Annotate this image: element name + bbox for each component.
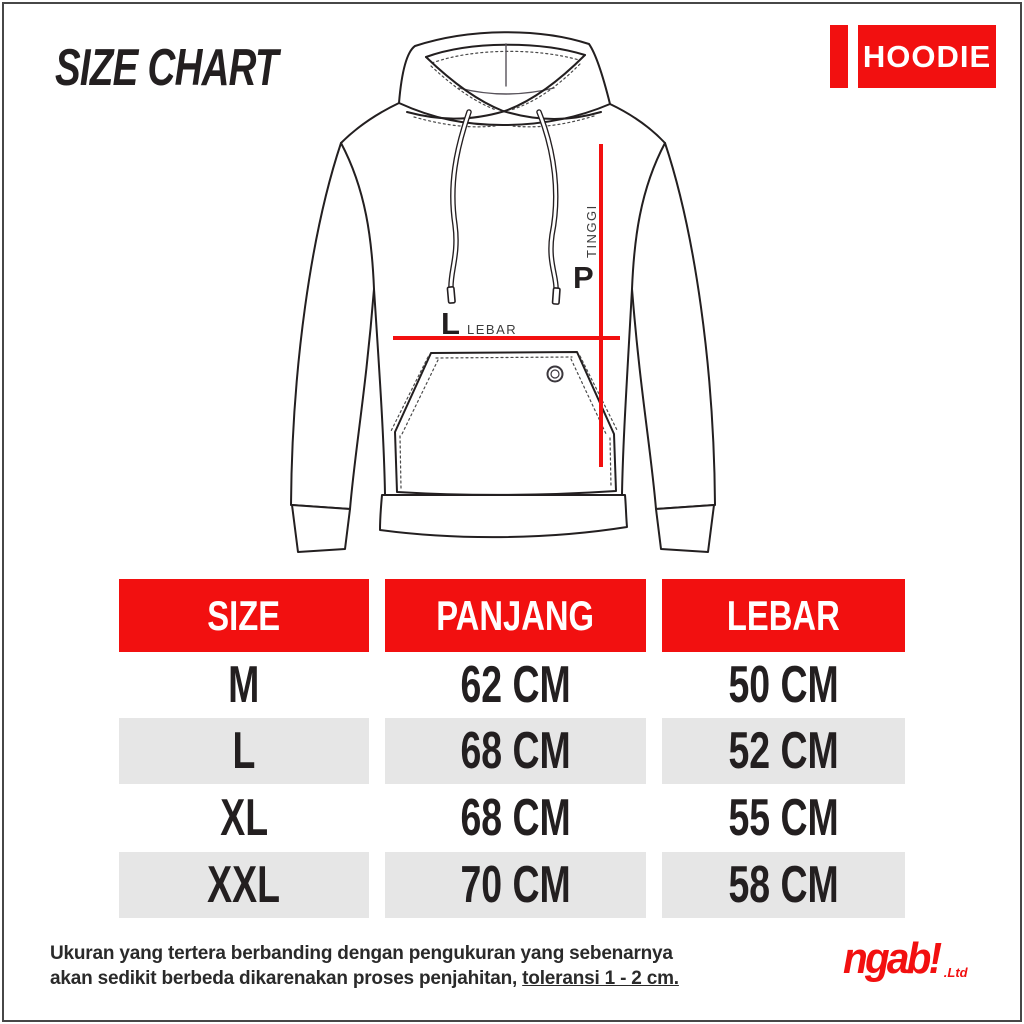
disclaimer-line1: Ukuran yang tertera berbanding dengan pe… xyxy=(50,943,673,964)
table-cell-size-xl: XL xyxy=(220,789,268,847)
table-cell-panjang-xl: 68 CM xyxy=(460,789,571,847)
disclaimer-line2: akan sedikit berbeda dikarenakan proses … xyxy=(50,968,679,989)
page-title: SIZE CHART xyxy=(55,38,356,98)
table-cell-lebar-xxl: 58 CM xyxy=(662,852,905,918)
table-cell-lebar-m: 50 CM xyxy=(728,656,839,714)
size-table: SIZE PANJANG LEBAR M 62 CM 50 CM L 68 CM… xyxy=(119,579,905,918)
header-lebar: LEBAR xyxy=(662,579,905,652)
tolerance-note: toleransi 1 - 2 cm. xyxy=(522,968,679,989)
left-shoulder-seam xyxy=(341,103,399,143)
brand-logo-suffix: .Ltd xyxy=(943,965,968,980)
table-cell-lebar-l: 52 CM xyxy=(662,718,905,784)
width-letter-label: L xyxy=(441,306,460,341)
table-cell-size-xxl: XXL xyxy=(119,852,369,918)
table-cell-panjang-l: 68 CM xyxy=(385,718,646,784)
pocket-grommet xyxy=(548,367,563,382)
product-badge-label: HOODIE xyxy=(862,38,992,74)
badge-accent-bar xyxy=(830,25,848,88)
table-cell-panjang-xxl: 70 CM xyxy=(385,852,646,918)
product-badge: HOODIE xyxy=(858,25,996,88)
brand-logo: ngab! .Ltd xyxy=(843,934,972,984)
hem-band xyxy=(380,495,627,537)
measurement-lines xyxy=(393,144,620,467)
hoodie-illustration: P TINGGI L LEBAR xyxy=(0,0,1024,560)
header-panjang: PANJANG xyxy=(385,579,646,652)
table-cell-lebar-xl: 55 CM xyxy=(728,789,839,847)
sleeve-cuffs xyxy=(292,505,714,552)
right-shoulder-seam xyxy=(610,104,665,143)
drawstrings xyxy=(447,112,560,304)
height-letter-label: P xyxy=(573,260,594,295)
table-cell-size-m: M xyxy=(228,656,260,714)
left-aglet xyxy=(447,287,455,304)
hoodie-sleeves xyxy=(291,143,715,509)
table-cell-panjang-m: 62 CM xyxy=(460,656,571,714)
right-aglet xyxy=(552,288,560,304)
page-title-text: SIZE CHART xyxy=(55,39,279,97)
hood xyxy=(399,32,610,127)
width-text-label: LEBAR xyxy=(467,322,517,337)
kangaroo-pocket xyxy=(391,352,618,495)
height-text-label: TINGGI xyxy=(584,204,599,258)
brand-logo-text: ngab! xyxy=(843,934,942,983)
disclaimer-text: Ukuran yang tertera berbanding dengan pe… xyxy=(50,941,679,991)
header-size: SIZE xyxy=(119,579,369,652)
table-cell-size-l: L xyxy=(119,718,369,784)
